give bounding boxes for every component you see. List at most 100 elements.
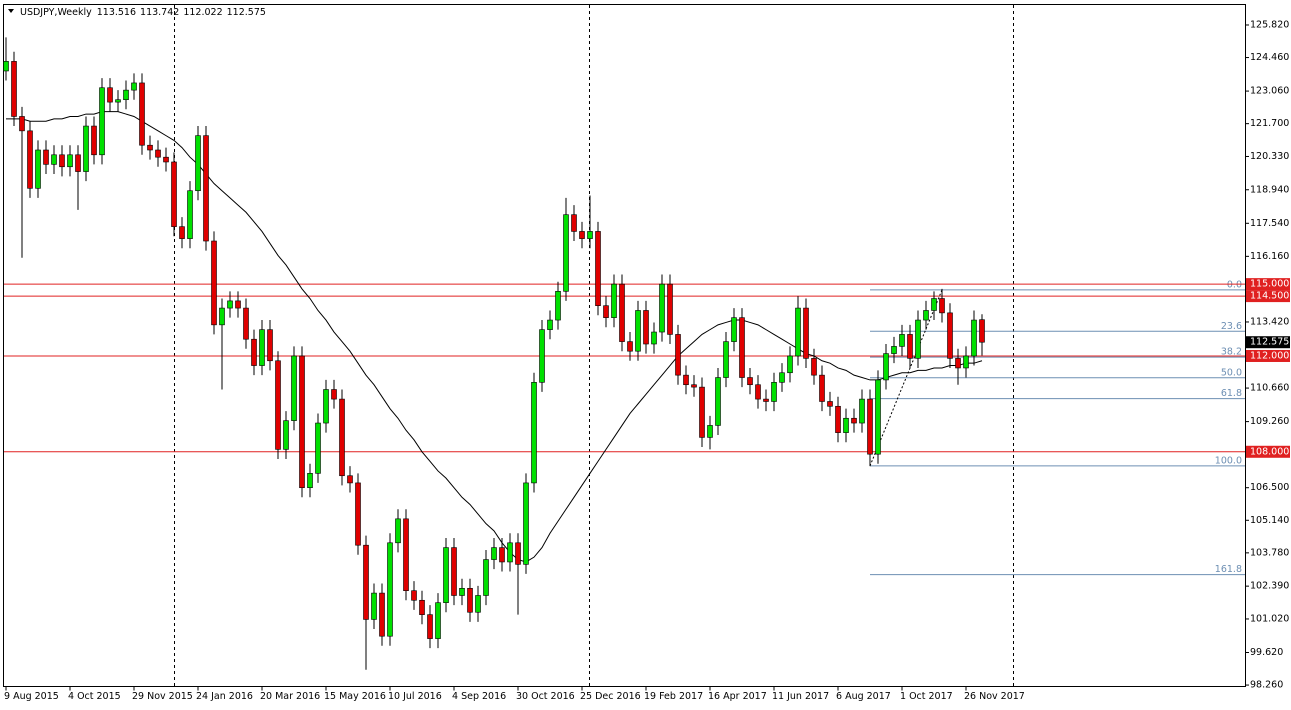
x-tick-label: 1 Oct 2017 xyxy=(900,691,953,702)
candle-body xyxy=(819,374,825,402)
candle-body xyxy=(635,310,641,352)
y-tick-label: 106.500 xyxy=(1250,482,1289,493)
candle-body xyxy=(587,231,593,239)
candle-body xyxy=(75,154,81,172)
candle-body xyxy=(499,547,505,563)
candle-body xyxy=(507,542,513,563)
candle-body xyxy=(387,542,393,637)
fib-label: 38.2 xyxy=(1221,347,1242,358)
y-tick-label: 123.060 xyxy=(1250,86,1289,97)
candle-body xyxy=(939,298,945,314)
header-open: 113.516 xyxy=(97,7,136,18)
candle-body xyxy=(779,372,785,383)
y-tick-label: 117.540 xyxy=(1250,218,1289,229)
candle-body xyxy=(211,240,217,326)
candle-body xyxy=(539,329,545,383)
candle-body xyxy=(843,417,849,433)
candle-body xyxy=(731,317,737,342)
candle-body xyxy=(451,547,457,596)
candle-body xyxy=(963,355,969,369)
candle-body xyxy=(347,475,353,484)
candle-body xyxy=(715,377,721,426)
candle-body xyxy=(195,135,201,192)
candle-body xyxy=(35,149,41,189)
candle-body xyxy=(475,595,481,613)
candle-body xyxy=(147,144,153,151)
candle-body xyxy=(923,310,929,321)
x-tick-label: 4 Sep 2016 xyxy=(452,691,506,702)
candle-body xyxy=(219,307,225,326)
x-tick-label: 25 Dec 2016 xyxy=(580,691,641,702)
candle-body xyxy=(867,398,873,455)
candle-body xyxy=(811,358,817,376)
candle-body xyxy=(339,398,345,477)
candle-body xyxy=(267,329,273,362)
level-price-label: 112.000 xyxy=(1250,350,1289,361)
candle-body xyxy=(683,374,689,386)
candle-body xyxy=(579,231,585,239)
candle-body xyxy=(27,130,33,189)
x-tick-label: 20 Mar 2016 xyxy=(260,691,320,702)
candle-body xyxy=(203,135,209,242)
candle-body xyxy=(827,401,833,407)
candle-body xyxy=(787,355,793,374)
header-close: 112.575 xyxy=(227,7,266,18)
candle-body xyxy=(459,588,465,596)
y-tick-label: 99.620 xyxy=(1250,647,1283,658)
candle-body xyxy=(67,154,73,168)
candle-body xyxy=(163,156,169,163)
candle-body xyxy=(971,319,977,357)
x-tick-label: 4 Oct 2015 xyxy=(68,691,121,702)
candle-body xyxy=(739,317,745,378)
candle-body xyxy=(515,542,521,565)
candle-body xyxy=(723,341,729,378)
candle-body xyxy=(907,334,913,359)
x-tick-label: 16 Apr 2017 xyxy=(708,691,767,702)
candle-body xyxy=(899,334,905,347)
candle-body xyxy=(491,547,497,560)
fib-label: 100.0 xyxy=(1215,455,1242,466)
candle-body xyxy=(155,149,161,158)
candle-body xyxy=(595,231,601,306)
candle-body xyxy=(651,331,657,345)
candle-body xyxy=(603,305,609,318)
candle-body xyxy=(259,329,265,366)
candle-body xyxy=(699,386,705,438)
x-tick-label: 30 Oct 2016 xyxy=(516,691,575,702)
y-tick-label: 103.780 xyxy=(1250,547,1289,558)
candle-body xyxy=(947,312,953,359)
candle-body xyxy=(411,590,417,601)
level-price-label: 114.500 xyxy=(1250,291,1289,302)
candle-body xyxy=(627,341,633,352)
y-tick-label: 116.160 xyxy=(1250,251,1289,262)
x-tick-label: 29 Nov 2015 xyxy=(132,691,193,702)
level-price-box xyxy=(1246,290,1290,303)
candle-body xyxy=(883,353,889,381)
y-tick-label: 118.940 xyxy=(1250,184,1289,195)
candle-body xyxy=(763,398,769,402)
current-price-box xyxy=(1246,336,1290,349)
candle-body xyxy=(483,559,489,596)
y-tick-label: 121.700 xyxy=(1250,118,1289,129)
candle-body xyxy=(91,125,97,156)
y-tick-label: 120.330 xyxy=(1250,151,1289,162)
candle-body xyxy=(467,588,473,613)
candle-body xyxy=(11,61,17,117)
candle-body xyxy=(363,544,369,620)
candle-body xyxy=(931,298,937,311)
candle-body xyxy=(611,283,617,318)
candle-body xyxy=(403,518,409,591)
menu-icon[interactable] xyxy=(8,9,14,13)
y-tick-label: 125.820 xyxy=(1250,19,1289,30)
candle-body xyxy=(771,382,777,402)
candle-body xyxy=(283,420,289,450)
candle-body xyxy=(235,300,241,309)
candle-body xyxy=(643,310,649,345)
level-price-box xyxy=(1246,445,1290,458)
candle-body xyxy=(3,61,9,72)
header-low: 112.022 xyxy=(183,7,222,18)
level-price-box xyxy=(1246,278,1290,291)
plot-frame xyxy=(3,4,1246,687)
